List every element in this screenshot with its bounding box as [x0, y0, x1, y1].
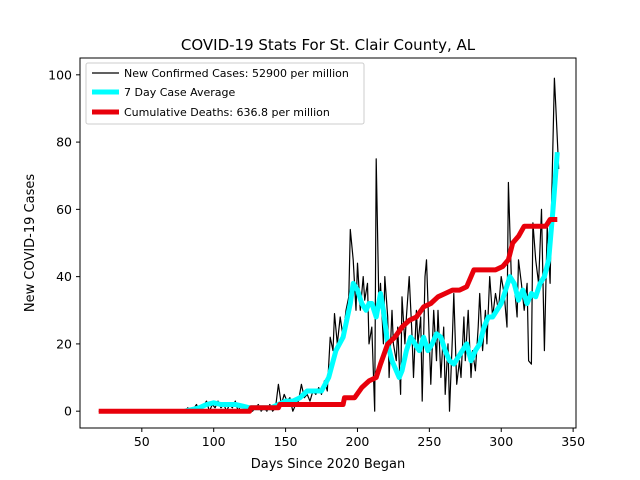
legend-box: [85, 62, 365, 125]
legend-label-7day-average: 7 Day Case Average: [124, 86, 236, 99]
legend-label-new-cases: New Confirmed Cases: 52900 per million: [124, 67, 349, 80]
chart-title: COVID-19 Stats For St. Clair County, AL: [181, 36, 476, 54]
y-tick-label: 40: [56, 269, 72, 284]
y-tick-label: 0: [64, 404, 72, 419]
x-tick-label: 200: [346, 434, 370, 449]
series-layer: [98, 77, 560, 414]
y-tick-label: 20: [56, 336, 72, 351]
y-tick-label: 100: [48, 67, 72, 82]
legend-label-cumulative-deaths: Cumulative Deaths: 636.8 per million: [124, 106, 330, 119]
x-tick-label: 350: [561, 434, 585, 449]
x-tick-label: 250: [417, 434, 441, 449]
x-axis-label: Days Since 2020 Began: [251, 457, 406, 472]
x-tick-label: 150: [274, 434, 298, 449]
y-axis: 0 20 40 60 80 100: [48, 67, 80, 419]
legend: New Confirmed Cases: 52900 per million 7…: [85, 62, 365, 125]
plot-frame: [79, 57, 577, 429]
x-tick-label: 100: [202, 434, 226, 449]
x-tick-label: 50: [134, 434, 150, 449]
x-axis: 50 100 150 200 250 300 350: [134, 428, 585, 449]
x-tick-label: 300: [489, 434, 513, 449]
y-axis-label: New COVID-19 Cases: [23, 174, 38, 312]
series-line-cumulative-deaths: [98, 217, 558, 414]
y-tick-label: 60: [56, 202, 72, 217]
plot-area: [79, 57, 577, 429]
y-tick-label: 80: [56, 135, 72, 150]
